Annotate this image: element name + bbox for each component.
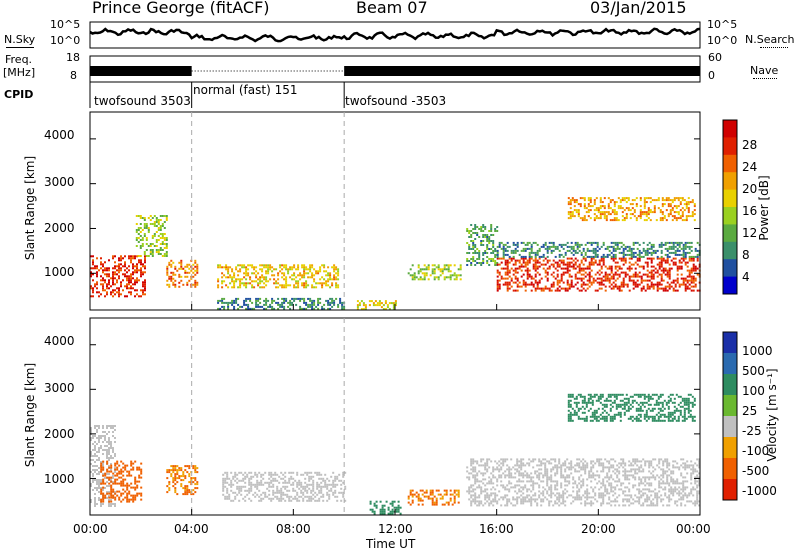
- noise-right-tick-bottom: 10^0: [707, 34, 738, 47]
- velocity-ytick-3000: 3000: [44, 381, 75, 395]
- velocity-colorbar: [722, 331, 738, 501]
- cpid-segment-2: normal (fast) 151: [193, 83, 298, 97]
- velocity-ytick-1000: 1000: [44, 472, 75, 486]
- power-colorbar: [722, 119, 738, 295]
- station-title: Prince George (fitACF): [92, 0, 270, 17]
- power-colorbar-swatch: [723, 259, 737, 278]
- date-title: 03/Jan/2015: [590, 0, 687, 17]
- power-scatter-group: [90, 197, 701, 311]
- power-colorbar-swatch: [723, 154, 737, 173]
- power-cb-tick-12: 12: [742, 226, 758, 240]
- power-cb-tick-20: 20: [742, 182, 758, 196]
- velocity-colorbar-swatch: [723, 458, 737, 480]
- power-colorbar-swatch: [723, 224, 737, 243]
- power-ytick-1000: 1000: [44, 265, 75, 279]
- vel-cb-tick-m100: -100: [742, 444, 770, 458]
- power-colorbar-swatch: [723, 207, 737, 225]
- nsky-label: N.Sky: [4, 33, 36, 46]
- xtick-3: 12:00: [378, 522, 413, 536]
- vel-cb-tick-25: 25: [742, 404, 758, 418]
- velocity-colorbar-swatch: [723, 437, 737, 459]
- xtick-5: 20:00: [581, 522, 616, 536]
- freq-label: Freq.: [5, 53, 33, 66]
- vel-cb-tick-m25: -25: [742, 424, 762, 438]
- xaxis-label: Time UT: [366, 537, 416, 551]
- power-colorbar-swatch: [723, 189, 737, 208]
- noise-right-tick-top: 10^5: [707, 18, 738, 31]
- xtick-0: 00:00: [73, 522, 108, 536]
- nave-right-tick-top: 60: [708, 51, 722, 64]
- nsky-line: [6, 47, 34, 48]
- noise-left-tick-top: 10^5: [50, 18, 81, 31]
- freq-series-1: [90, 66, 192, 76]
- vel-cb-tick-100: 100: [742, 384, 765, 398]
- power-colorbar-swatch: [723, 241, 737, 260]
- power-colorbar-swatch: [723, 137, 737, 156]
- xtick-6: 00:00: [676, 522, 711, 536]
- velocity-colorbar-swatch: [723, 395, 737, 417]
- power-colorbar-swatch: [723, 120, 737, 138]
- vel-cb-tick-m500: -500: [742, 464, 770, 478]
- power-cb-tick-28: 28: [742, 138, 758, 152]
- power-cb-tick-4: 4: [742, 270, 750, 284]
- power-colorbar-swatch: [723, 172, 737, 191]
- power-colorbar-swatch: [723, 276, 737, 295]
- velocity-colorbar-swatch: [723, 332, 737, 354]
- freq-left-tick-bottom: 8: [70, 69, 77, 82]
- power-cb-tick-24: 24: [742, 160, 758, 174]
- power-ytick-3000: 3000: [44, 175, 75, 189]
- velocity-colorbar-swatch: [723, 353, 737, 375]
- xtick-1: 04:00: [174, 522, 209, 536]
- velocity-colorbar-swatch: [723, 479, 737, 501]
- vel-cb-tick-500: 500: [742, 364, 765, 378]
- velocity-ytick-2000: 2000: [44, 427, 75, 441]
- noise-sky-series: [89, 27, 701, 43]
- freq-series-2: [344, 66, 700, 76]
- freq-left-tick-top: 18: [66, 51, 80, 64]
- noise-panel-frame: [89, 21, 701, 49]
- beam-title: Beam 07: [356, 0, 428, 17]
- velocity-ytick-4000: 4000: [44, 334, 75, 348]
- cpid-segment-3: twofsound -3503: [345, 94, 447, 108]
- nsearch-line: [760, 47, 788, 48]
- power-cb-tick-16: 16: [742, 204, 758, 218]
- nave-label: Nave: [750, 64, 779, 77]
- velocity-scatter-group: [90, 393, 701, 515]
- power-cb-tick-8: 8: [742, 248, 750, 262]
- power-ytick-4000: 4000: [44, 128, 75, 142]
- vel-cb-tick-1000: 1000: [742, 344, 773, 358]
- mhz-label: [MHz]: [3, 66, 36, 79]
- cpid-label: CPID: [4, 88, 34, 101]
- vel-cb-tick-m1000: -1000: [742, 484, 777, 498]
- nave-right-tick-bottom: 0: [708, 69, 715, 82]
- xtick-2: 08:00: [276, 522, 311, 536]
- power-ytick-2000: 2000: [44, 221, 75, 235]
- cpid-segment-1: twofsound 3503: [94, 94, 191, 108]
- velocity-colorbar-swatch: [723, 416, 737, 438]
- xtick-4: 16:00: [479, 522, 514, 536]
- nave-line: [753, 78, 777, 79]
- noise-left-tick-bottom: 10^0: [50, 34, 81, 47]
- nsearch-label: N.Search: [745, 33, 795, 46]
- velocity-colorbar-swatch: [723, 374, 737, 396]
